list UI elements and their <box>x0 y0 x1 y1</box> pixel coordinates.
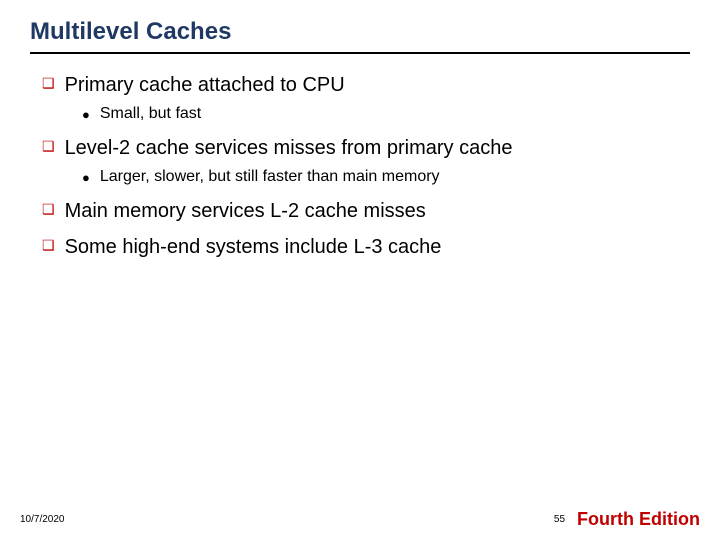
bullet-item: ❑ Some high-end systems include L-3 cach… <box>42 234 690 260</box>
sub-bullet-item: ● Larger, slower, but still faster than … <box>82 167 690 188</box>
sub-bullet-text: Small, but fast <box>100 104 201 125</box>
slide-footer: 10/7/2020 55 Fourth Edition <box>0 509 720 530</box>
bullet-text: Main memory services L-2 cache misses <box>65 198 426 224</box>
footer-date: 10/7/2020 <box>20 514 65 525</box>
footer-edition-label: Fourth Edition <box>577 509 700 530</box>
sub-bullet-text: Larger, slower, but still faster than ma… <box>100 167 440 188</box>
sub-bullet-item: ● Small, but fast <box>82 104 690 125</box>
bullet-item: ❑ Main memory services L-2 cache misses <box>42 198 690 224</box>
square-bullet-icon: ❑ <box>42 201 55 218</box>
slide-title: Multilevel Caches <box>30 18 690 54</box>
slide-content: ❑ Primary cache attached to CPU ● Small,… <box>30 72 690 260</box>
bullet-item: ❑ Level-2 cache services misses from pri… <box>42 135 690 161</box>
bullet-text: Primary cache attached to CPU <box>65 72 345 98</box>
footer-right: 55 Fourth Edition <box>554 509 700 530</box>
square-bullet-icon: ❑ <box>42 237 55 254</box>
slide: Multilevel Caches ❑ Primary cache attach… <box>0 0 720 540</box>
bullet-text: Some high-end systems include L-3 cache <box>65 234 442 260</box>
dot-bullet-icon: ● <box>82 170 90 185</box>
footer-page-number: 55 <box>554 514 565 525</box>
bullet-item: ❑ Primary cache attached to CPU <box>42 72 690 98</box>
dot-bullet-icon: ● <box>82 107 90 122</box>
square-bullet-icon: ❑ <box>42 138 55 155</box>
bullet-text: Level-2 cache services misses from prima… <box>65 135 513 161</box>
square-bullet-icon: ❑ <box>42 75 55 92</box>
